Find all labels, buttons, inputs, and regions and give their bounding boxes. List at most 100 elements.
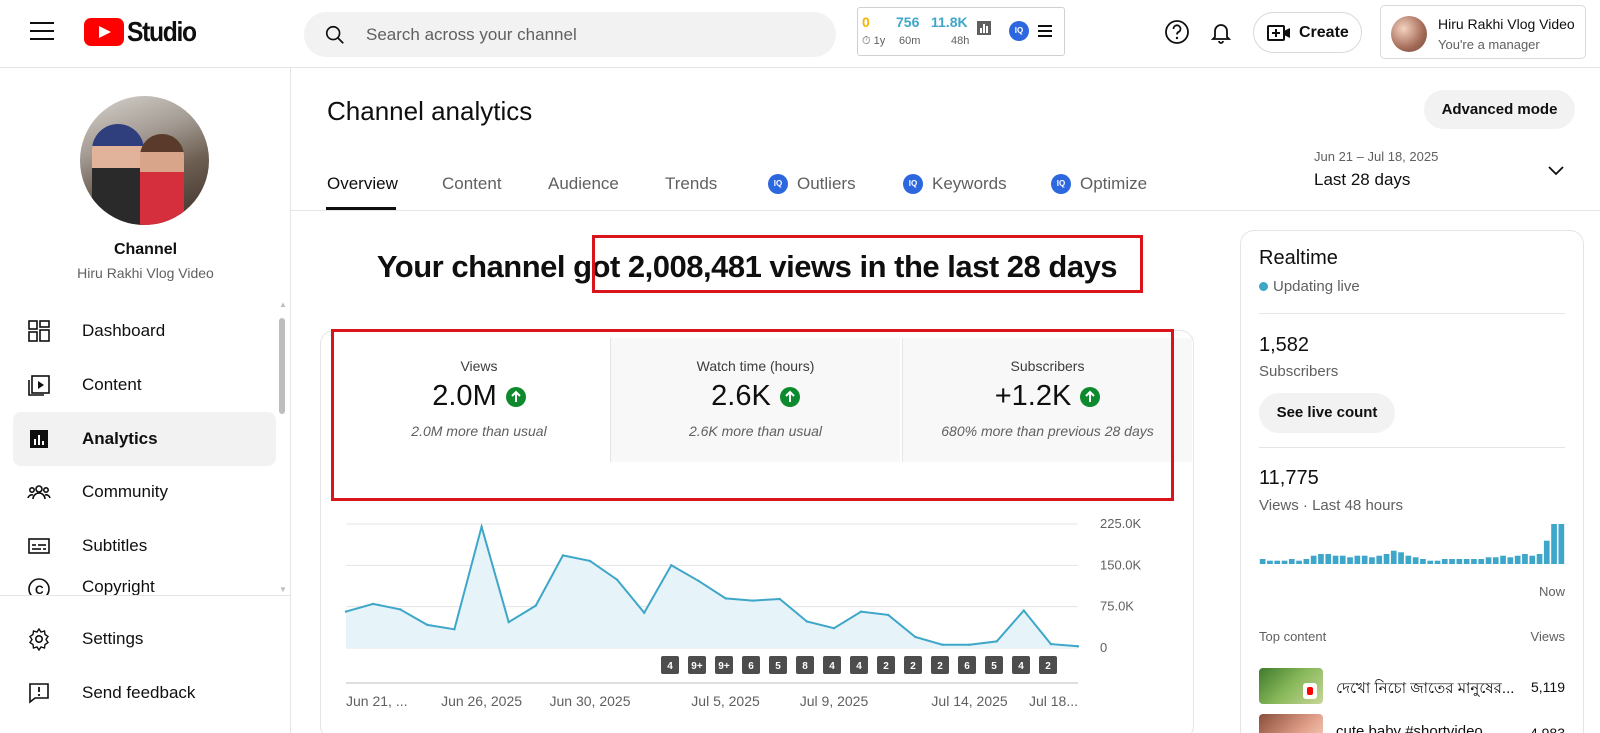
video-marker bbox=[985, 656, 1003, 674]
metric-watch-time[interactable]: Watch time (hours) 2.6K 2.6K more than u… bbox=[610, 338, 900, 462]
realtime-bar bbox=[1507, 557, 1514, 564]
svg-text:C: C bbox=[35, 583, 44, 595]
realtime-bar bbox=[1441, 559, 1448, 564]
video-marker-label: 2 bbox=[910, 661, 916, 672]
sidebar-item-settings[interactable]: Settings bbox=[13, 612, 276, 666]
tab-trends[interactable]: Trends bbox=[665, 174, 717, 194]
video-marker-label: 9+ bbox=[718, 661, 730, 672]
vidiq-icon[interactable]: IQ bbox=[1009, 21, 1029, 41]
active-tab-indicator bbox=[326, 207, 396, 210]
realtime-bar bbox=[1514, 555, 1521, 564]
top-content-row[interactable]: দেখো নিচো জাতের মানুষের... 5,119 bbox=[1259, 668, 1565, 706]
x-tick-label: Jul 9, 2025 bbox=[800, 693, 869, 709]
sidebar-item-subtitles[interactable]: Subtitles bbox=[13, 519, 276, 573]
tab-optimize[interactable]: IQ Optimize bbox=[1051, 174, 1147, 194]
vidiq-icon: IQ bbox=[1051, 174, 1071, 194]
video-marker bbox=[904, 656, 922, 674]
data-point bbox=[588, 559, 592, 563]
realtime-bar bbox=[1281, 560, 1288, 564]
highlight-box-headline bbox=[592, 235, 1143, 293]
scroll-up-arrow-icon[interactable]: ▲ bbox=[279, 300, 287, 309]
video-thumbnail bbox=[1259, 714, 1323, 733]
sidebar-item-send-feedback[interactable]: Send feedback bbox=[13, 666, 276, 720]
studio-logo[interactable]: Studio bbox=[84, 16, 205, 48]
realtime-bar bbox=[1318, 554, 1324, 564]
top-content-row[interactable]: cute baby #shortvideo 4,983 bbox=[1259, 714, 1565, 733]
sidebar-item-label: Subtitles bbox=[82, 536, 148, 555]
search-bar[interactable] bbox=[304, 12, 836, 57]
video-marker bbox=[661, 656, 679, 674]
channel-avatar[interactable] bbox=[80, 96, 209, 225]
sidebar-item-community[interactable]: Community bbox=[13, 465, 276, 519]
search-icon bbox=[325, 25, 344, 44]
sidebar-item-copyright[interactable]: C Copyright bbox=[13, 573, 276, 595]
feedback-icon bbox=[29, 683, 49, 704]
notifications-bell-icon[interactable] bbox=[1208, 19, 1234, 45]
realtime-bar-chart[interactable] bbox=[1259, 518, 1565, 564]
advanced-mode-button[interactable]: Advanced mode bbox=[1424, 90, 1575, 129]
realtime-bar bbox=[1536, 554, 1543, 564]
tab-label: Audience bbox=[548, 174, 619, 193]
help-icon[interactable] bbox=[1164, 19, 1190, 45]
now-label: Now bbox=[1538, 584, 1565, 599]
metric-delta: 680% more than previous 28 days bbox=[941, 423, 1154, 439]
video-views: 5,119 bbox=[1531, 679, 1565, 695]
video-marker bbox=[931, 656, 949, 674]
top-bar: Studio 0 ⏱ 1y 756 60m 11.8K 48h IQ Creat… bbox=[0, 0, 1600, 68]
account-role: You're a manager bbox=[1438, 37, 1540, 52]
data-point bbox=[995, 640, 998, 643]
ext-menu-icon[interactable] bbox=[1038, 24, 1052, 38]
menu-icon[interactable] bbox=[30, 22, 54, 42]
sidebar-scrollbar[interactable] bbox=[279, 318, 285, 414]
see-live-count-button[interactable]: See live count bbox=[1259, 393, 1395, 433]
scroll-down-arrow-icon[interactable]: ▼ bbox=[279, 585, 287, 594]
realtime-title: Realtime bbox=[1259, 247, 1338, 269]
sidebar-item-label: Dashboard bbox=[82, 321, 166, 340]
tab-outliers[interactable]: IQ Outliers bbox=[768, 174, 856, 194]
realtime-bar bbox=[1485, 557, 1492, 564]
chevron-down-icon[interactable] bbox=[1546, 164, 1566, 178]
search-input[interactable] bbox=[366, 24, 786, 45]
account-switcher[interactable]: Hiru Rakhi Vlog Video You're a manager bbox=[1380, 5, 1586, 59]
metric-delta: 2.0M more than usual bbox=[411, 423, 547, 439]
ext-metric-3: 11.8K bbox=[931, 14, 968, 30]
bar-chart-icon[interactable] bbox=[976, 20, 992, 36]
realtime-bar bbox=[1347, 557, 1353, 564]
vidiq-extension-widget[interactable]: 0 ⏱ 1y 756 60m 11.8K 48h IQ bbox=[857, 7, 1065, 56]
video-marker bbox=[1039, 656, 1057, 674]
sidebar-item-dashboard[interactable]: Dashboard bbox=[13, 304, 276, 358]
sidebar-item-label: Content bbox=[82, 375, 142, 394]
create-button[interactable]: Create bbox=[1253, 12, 1362, 53]
metric-value: 2.0M bbox=[432, 380, 497, 412]
sidebar-item-content[interactable]: Content bbox=[13, 358, 276, 412]
top-content-header: Top content bbox=[1259, 629, 1327, 644]
realtime-bar bbox=[1551, 524, 1557, 564]
tab-overview[interactable]: Overview bbox=[327, 174, 398, 194]
data-point bbox=[751, 599, 754, 602]
vidiq-icon: IQ bbox=[903, 174, 923, 194]
video-marker bbox=[688, 656, 706, 674]
tab-keywords[interactable]: IQ Keywords bbox=[903, 174, 1007, 194]
sidebar-item-label: Community bbox=[82, 482, 168, 501]
metric-subscribers[interactable]: Subscribers +1.2K 680% more than previou… bbox=[902, 338, 1192, 462]
realtime-bar bbox=[1478, 559, 1485, 564]
sidebar-item-analytics[interactable]: Analytics bbox=[13, 412, 276, 466]
tab-content[interactable]: Content bbox=[442, 174, 502, 194]
ext-metric-2-sub: 60m bbox=[899, 35, 921, 47]
data-point bbox=[615, 578, 619, 581]
tab-audience[interactable]: Audience bbox=[548, 174, 619, 194]
realtime-bar bbox=[1376, 555, 1383, 564]
data-point bbox=[399, 608, 402, 611]
realtime-bar bbox=[1522, 554, 1528, 564]
metric-value: +1.2K bbox=[994, 380, 1072, 412]
views-line-chart[interactable]: 225.0K 150.0K 75.0K 0 4 9+ 9+ 6 5 8 4 4 2 2 2 6 5 4 2 Jun 2… bbox=[330, 510, 1170, 730]
area-fill bbox=[346, 526, 1078, 648]
realtime-subscribers-label: Subscribers bbox=[1259, 363, 1339, 380]
metric-views[interactable]: Views 2.0M 2.0M more than usual bbox=[334, 338, 624, 462]
realtime-bar bbox=[1267, 560, 1273, 564]
video-marker-label: 4 bbox=[667, 661, 673, 672]
x-tick-label: Jul 5, 2025 bbox=[691, 693, 760, 709]
date-period-select[interactable]: Last 28 days bbox=[1314, 170, 1411, 189]
realtime-bar bbox=[1500, 555, 1506, 564]
realtime-bar bbox=[1398, 552, 1404, 564]
